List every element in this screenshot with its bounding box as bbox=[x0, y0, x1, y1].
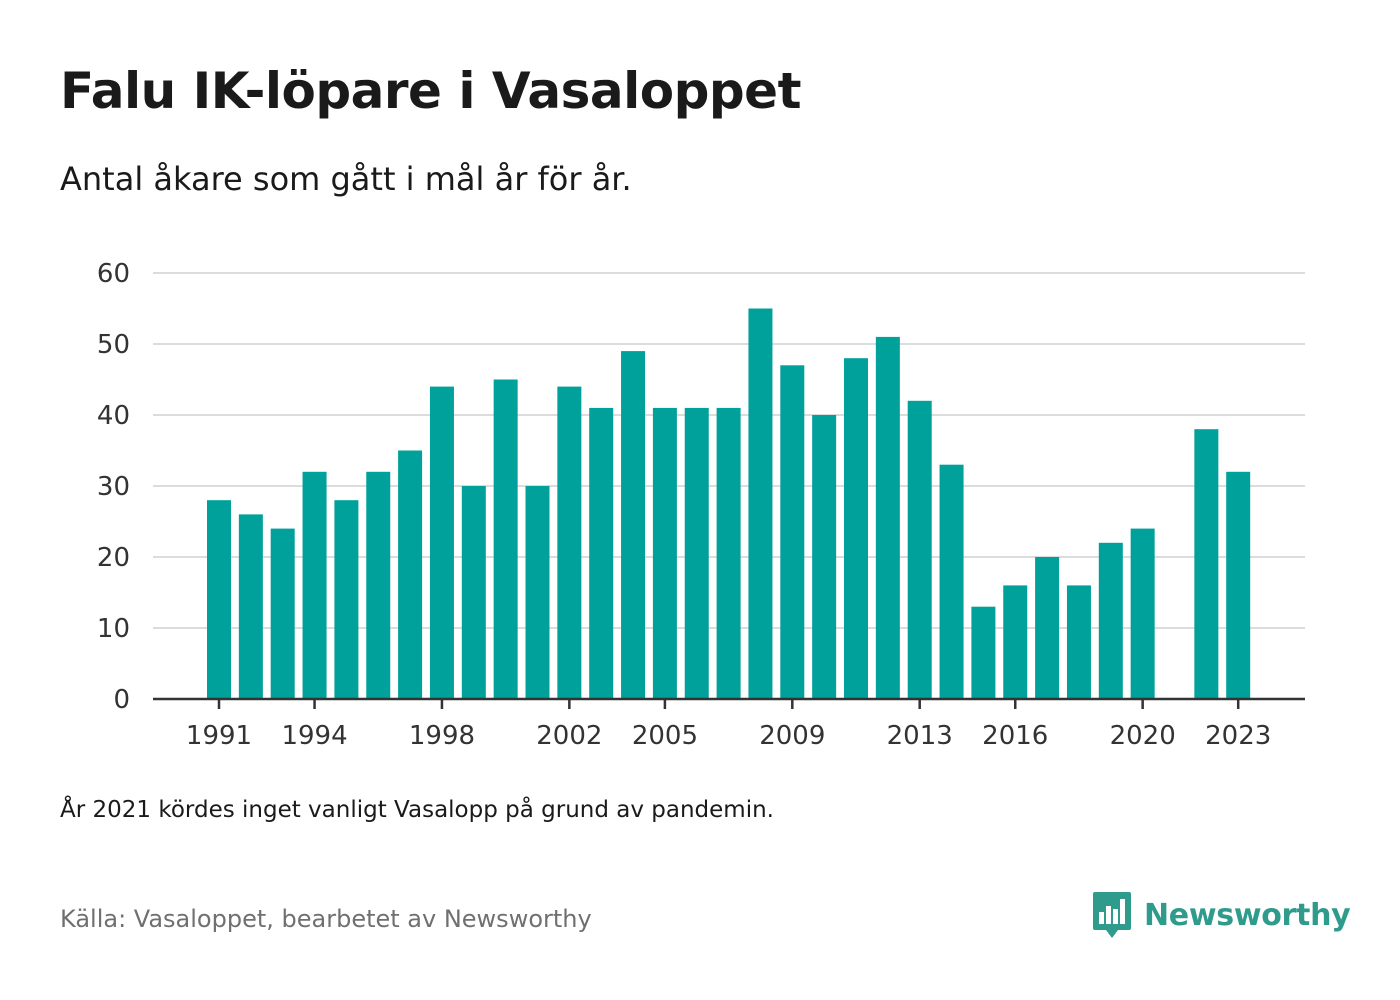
source-text: Källa: Vasaloppet, bearbetet av Newswort… bbox=[60, 905, 592, 933]
bar-2000 bbox=[493, 379, 518, 699]
y-tick-label: 10 bbox=[97, 614, 130, 644]
bar-chart: 0 10 20 30 40 50 60 1991 1994 1998 2002 2005 2009 20… bbox=[97, 259, 1305, 751]
bar-1991 bbox=[207, 500, 231, 699]
chart-note: År 2021 kördes inget vanligt Vasalopp på… bbox=[60, 797, 774, 823]
bar-1992 bbox=[238, 514, 263, 699]
bar-2017 bbox=[1035, 557, 1060, 699]
x-tick-label: 1994 bbox=[281, 721, 347, 751]
x-tick-label: 1998 bbox=[409, 721, 475, 751]
x-tick-label: 2023 bbox=[1205, 721, 1271, 751]
bar-2014 bbox=[939, 464, 964, 699]
x-tick-label: 2020 bbox=[1110, 721, 1176, 751]
y-tick-label: 30 bbox=[97, 472, 130, 502]
bar-2003 bbox=[589, 407, 614, 699]
bar-2008 bbox=[748, 308, 773, 699]
bar-2001 bbox=[525, 486, 550, 699]
x-tick-label: 2013 bbox=[887, 721, 953, 751]
bar-2006 bbox=[684, 407, 709, 699]
y-tick-label: 40 bbox=[97, 401, 130, 431]
y-tick-label: 20 bbox=[97, 543, 130, 573]
bar-1995 bbox=[334, 500, 359, 699]
bar-1996 bbox=[366, 471, 391, 699]
bar-2007 bbox=[716, 407, 741, 699]
bar-1997 bbox=[398, 450, 423, 699]
chart-subtitle: Antal åkare som gått i mål år för år. bbox=[60, 160, 632, 198]
bar-2016 bbox=[1003, 585, 1028, 699]
bar-2015 bbox=[971, 606, 996, 699]
y-tick-label: 0 bbox=[113, 685, 130, 715]
bar-chart-speech-bubble-icon bbox=[1093, 892, 1131, 938]
bar-2010 bbox=[812, 415, 837, 699]
bar-2019 bbox=[1098, 542, 1123, 699]
x-tick-label: 2002 bbox=[536, 721, 602, 751]
x-tick-label: 2016 bbox=[982, 721, 1048, 751]
bar-1993 bbox=[270, 528, 295, 699]
bar-2004 bbox=[621, 351, 646, 699]
x-tick-label: 1991 bbox=[186, 721, 252, 751]
x-tick-label: 2009 bbox=[759, 721, 825, 751]
y-axis-ticks: 0 10 20 30 40 50 60 bbox=[97, 259, 130, 715]
bar-2020 bbox=[1130, 528, 1155, 699]
bar-2018 bbox=[1066, 585, 1091, 699]
bar-1994 bbox=[302, 471, 327, 699]
brand-name: Newsworthy bbox=[1144, 897, 1351, 933]
y-tick-label: 60 bbox=[97, 259, 130, 289]
newsworthy-logo: Newsworthy bbox=[1092, 890, 1351, 940]
bar-2013 bbox=[907, 400, 932, 699]
bar-1998 bbox=[429, 386, 454, 699]
x-axis-ticks: 1991 1994 1998 2002 2005 2009 2013 2016 2020 2023 bbox=[186, 699, 1271, 751]
x-tick-label: 2005 bbox=[632, 721, 698, 751]
y-tick-label: 50 bbox=[97, 330, 130, 360]
chart-title: Falu IK-löpare i Vasaloppet bbox=[60, 62, 802, 120]
bar-2002 bbox=[557, 386, 582, 699]
bar-2005 bbox=[652, 407, 677, 699]
bar-2023 bbox=[1226, 471, 1251, 699]
bar-2011 bbox=[844, 358, 868, 699]
bar-1999 bbox=[461, 486, 486, 699]
bars bbox=[207, 308, 1251, 699]
bar-2009 bbox=[780, 365, 805, 699]
bar-2012 bbox=[875, 336, 900, 699]
bar-2022 bbox=[1194, 429, 1219, 699]
